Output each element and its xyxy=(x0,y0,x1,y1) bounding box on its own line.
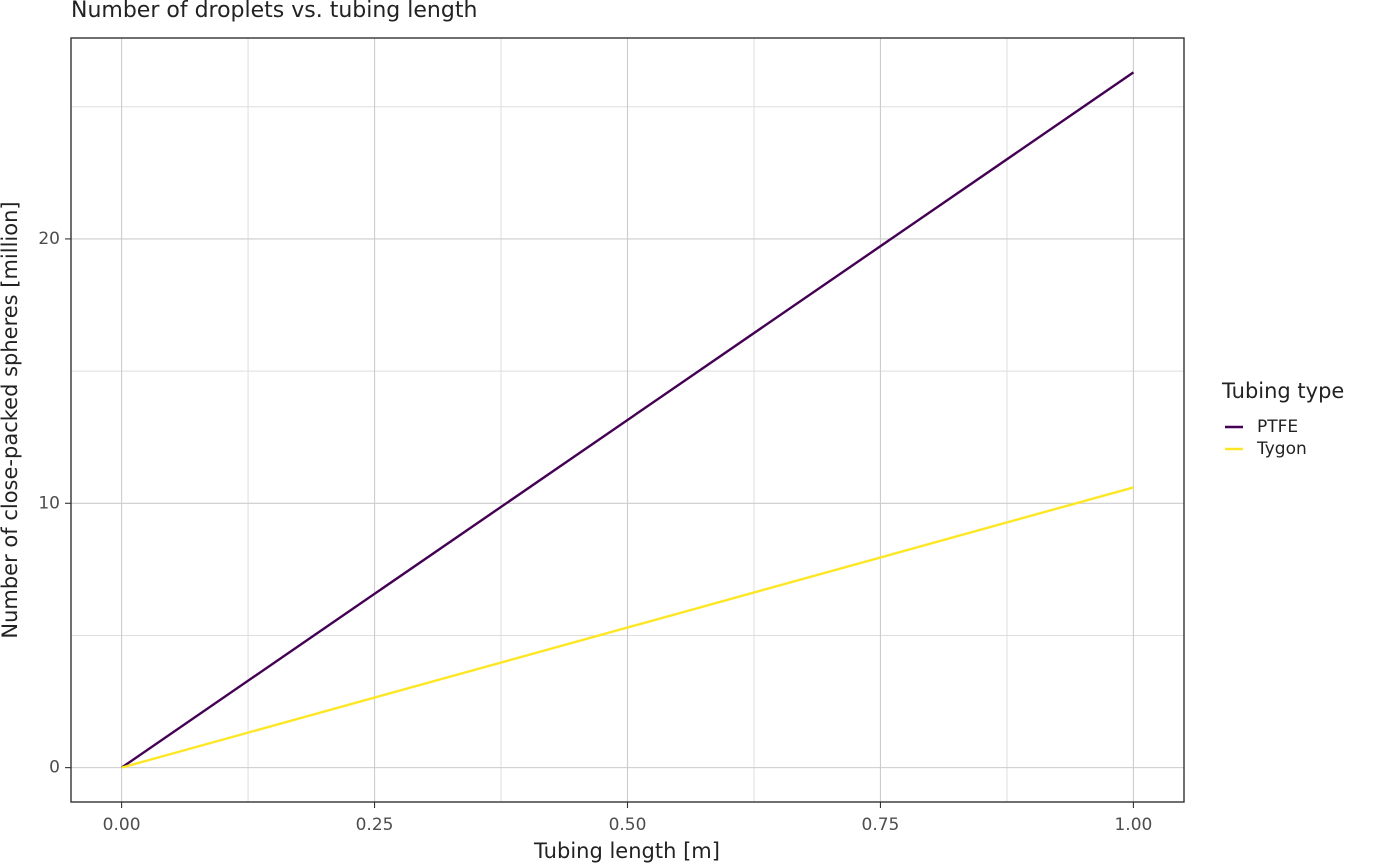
x-tick-label: 0.75 xyxy=(862,815,900,835)
legend-title: Tubing type xyxy=(1221,379,1344,403)
data-line xyxy=(121,486,1134,769)
y-tick-label: 20 xyxy=(38,229,60,249)
plot-panel-border xyxy=(70,37,1185,803)
y-tick-label: 10 xyxy=(38,493,60,513)
x-axis-title: Tubing length [m] xyxy=(533,839,720,863)
x-tick-label: 0.50 xyxy=(609,815,647,835)
x-tick-label: 0.25 xyxy=(356,815,394,835)
legend-label: PTFE xyxy=(1257,417,1298,437)
legend-label: Tygon xyxy=(1256,439,1307,459)
data-line xyxy=(120,71,1135,769)
y-axis-title: Number of close-packed spheres [million] xyxy=(0,201,22,638)
chart-title: Number of droplets vs. tubing length xyxy=(71,0,477,23)
y-tick-label: 0 xyxy=(49,758,60,778)
x-tick-label: 1.00 xyxy=(1114,815,1152,835)
x-tick-label: 0.00 xyxy=(103,815,141,835)
